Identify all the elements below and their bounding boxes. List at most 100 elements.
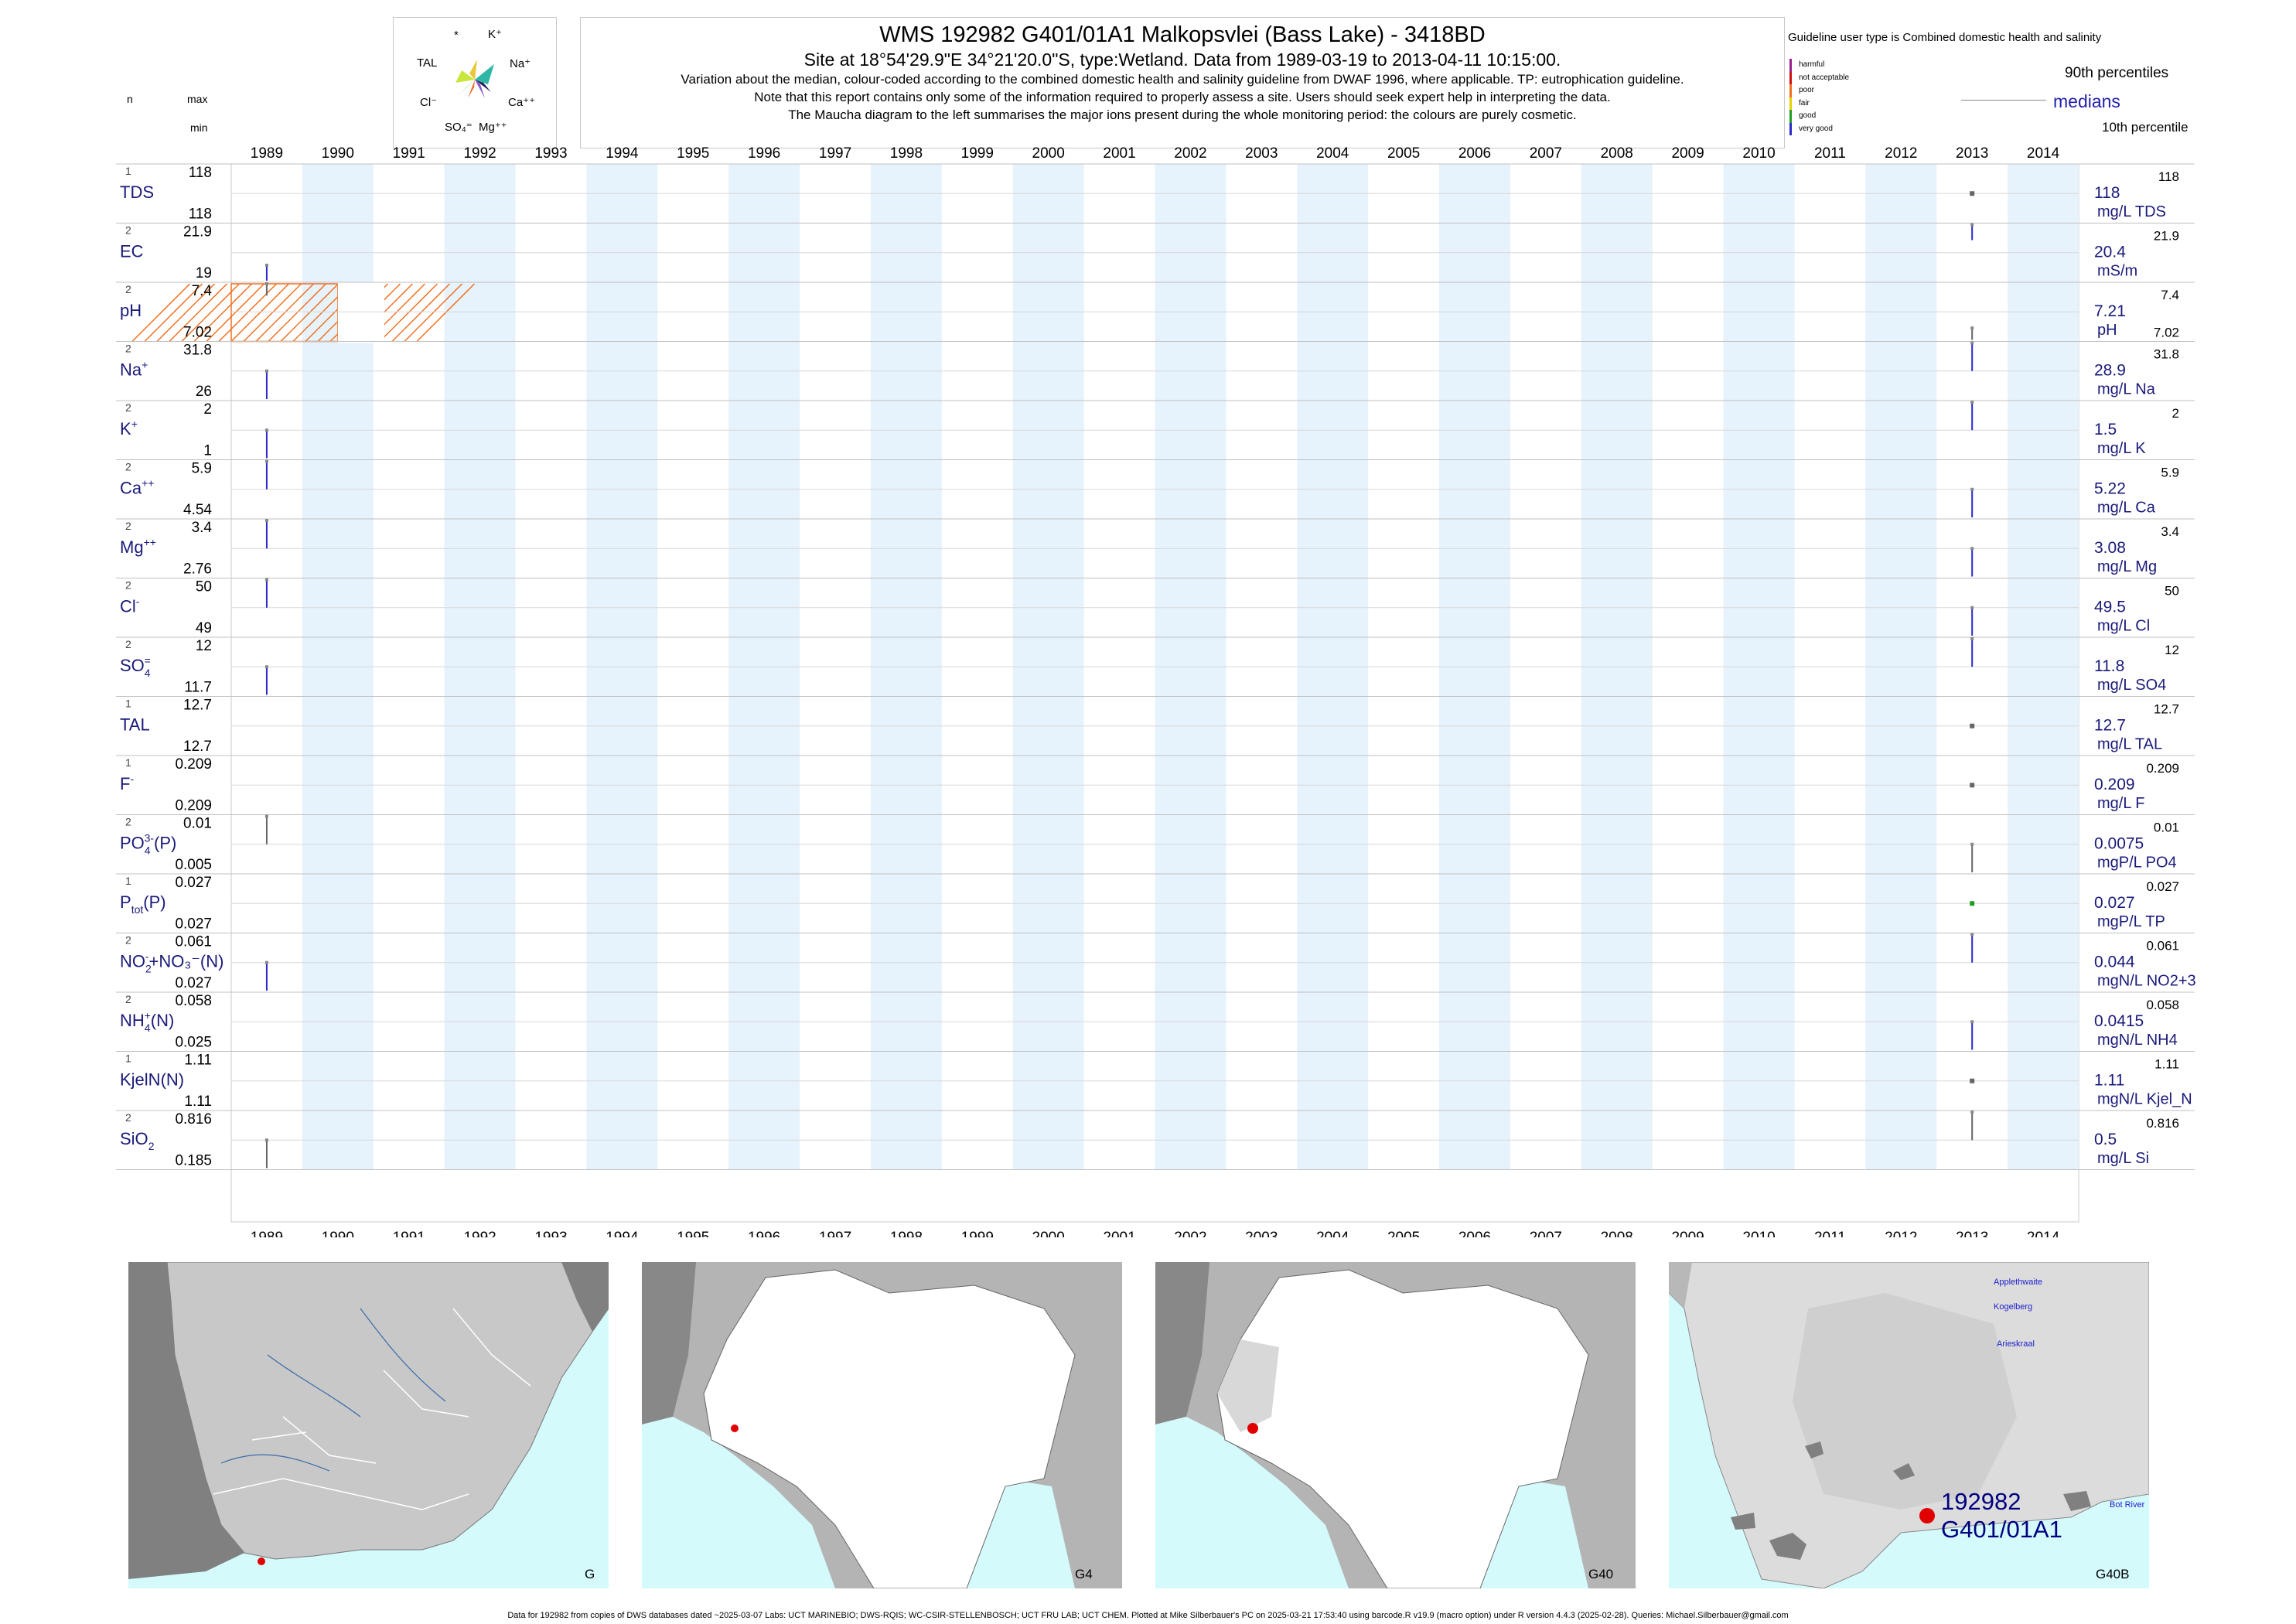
row-n: 2 <box>125 461 131 473</box>
row-label: Ca++ <box>120 477 154 498</box>
row-right-max: 0.027 <box>2146 879 2179 894</box>
row-unit: mg/L TDS <box>2097 203 2166 220</box>
legend-level-label: very good <box>1799 124 1833 133</box>
row-n: 2 <box>125 579 131 592</box>
site-subtitle: Site at 18°54'29.9"E 34°21'20.0"S, type:… <box>803 49 1561 70</box>
row-median-value: 0.0415 <box>2094 1012 2144 1030</box>
maucha-ion-label: SO₄⁼ <box>445 121 473 134</box>
observation-end <box>1970 401 1974 404</box>
row-max: 2 <box>203 401 212 418</box>
year-label-bottom: 2007 <box>1530 1230 1562 1237</box>
site-code-label: G401/01A1 <box>1941 1516 2062 1543</box>
year-label-bottom: 1989 <box>251 1230 283 1237</box>
map-site-region-g40b: Applethwaite Kogelberg Arieskraal Bot Ri… <box>1669 1262 2149 1588</box>
year-label-bottom: 2010 <box>1742 1230 1775 1237</box>
row-min: 0.185 <box>175 1153 212 1169</box>
year-label-top: 1994 <box>606 145 639 162</box>
row-label: SiO2 <box>120 1129 155 1152</box>
year-label-bottom: 2004 <box>1316 1230 1349 1237</box>
place-label: Arieskraal <box>1997 1339 2035 1349</box>
row-label-rest: (P) <box>143 892 165 912</box>
year-label-top: 2009 <box>1671 145 1704 162</box>
row-max: 21.9 <box>183 224 212 241</box>
year-label-bottom: 2011 <box>1814 1230 1846 1237</box>
guideline-note: Guideline user type is Combined domestic… <box>1788 31 2102 44</box>
row-label-main: EC <box>120 242 144 261</box>
year-label-bottom: 2012 <box>1885 1230 1917 1237</box>
year-label-top: 1997 <box>819 145 851 162</box>
year-label-top: 2002 <box>1174 145 1206 162</box>
row-label-main: F <box>120 774 130 793</box>
legend-level-poor: poor <box>1788 84 1881 97</box>
maucha-ion-label: * <box>454 29 459 42</box>
guideline-legend: harmful not acceptable poor fair good very go… <box>1788 59 1881 135</box>
observation-point <box>1970 723 1975 728</box>
legend-swatch <box>1789 97 1792 110</box>
row-min: 4.54 <box>183 502 212 518</box>
year-label-bottom: 1990 <box>322 1230 354 1237</box>
map-tertiary-region-g40: G40 <box>1155 1262 1636 1588</box>
row-median-value: 0.0075 <box>2094 835 2144 853</box>
row-median-value: 28.9 <box>2094 362 2126 380</box>
maucha-ion-label: Na⁺ <box>510 57 531 70</box>
year-label-bottom: 2005 <box>1387 1230 1420 1237</box>
row-max: 31.8 <box>183 343 212 359</box>
row-label-sup: ++ <box>142 477 154 490</box>
row-n: 2 <box>125 638 131 650</box>
year-label-top: 2006 <box>1458 145 1491 162</box>
legend-level-label: poor <box>1799 86 1815 94</box>
hatch-line <box>169 283 228 343</box>
maucha-ion-label: Mg⁺⁺ <box>479 121 507 134</box>
year-label-top: 2003 <box>1245 145 1278 162</box>
row-right-max: 50 <box>2165 584 2179 599</box>
row-label-main: SiO <box>120 1129 148 1148</box>
row-label: Mg++ <box>120 536 156 557</box>
row-label: NH4+(N) <box>120 1009 174 1034</box>
row-label-sup: - <box>145 950 149 963</box>
map-drawing <box>128 1262 609 1579</box>
row-min: 0.005 <box>175 857 212 873</box>
note-line: The Maucha diagram to the left summarise… <box>788 107 1577 122</box>
row-label: PO43-(P) <box>120 832 176 857</box>
row-median-value: 1.11 <box>2094 1072 2124 1090</box>
row-max: 0.209 <box>175 756 212 773</box>
row-label: Cl- <box>120 595 140 616</box>
row-n: 2 <box>125 934 131 947</box>
row-max: 0.01 <box>183 816 212 832</box>
year-label-top: 1998 <box>890 145 923 162</box>
row-min: 26 <box>196 384 212 400</box>
row-label-rest: +NO₃⁻(N) <box>148 952 223 971</box>
year-label-top: 2011 <box>1814 145 1846 162</box>
row-label: NO2-+NO₃⁻(N) <box>120 950 223 975</box>
row-label: pH <box>120 301 142 320</box>
site-marker <box>258 1557 265 1565</box>
legend-swatch <box>1789 59 1792 72</box>
observation-end <box>1970 223 1974 227</box>
hatch-line <box>416 283 476 343</box>
hatch-line <box>206 283 265 343</box>
year-label-bottom: 1994 <box>606 1230 639 1237</box>
observation-end <box>264 578 268 582</box>
year-label-bottom: 2003 <box>1245 1230 1278 1237</box>
observation-point <box>1970 1078 1975 1083</box>
maucha-ion-label: Cl⁻ <box>420 96 438 109</box>
observation-end <box>1970 326 1974 330</box>
row-label: Na+ <box>120 359 148 380</box>
row-min: 0.025 <box>175 1035 212 1051</box>
legend-swatch <box>1789 122 1792 135</box>
column-min-header: min <box>190 121 208 134</box>
hatch-clip <box>337 282 384 343</box>
row-label-sup: - <box>136 595 140 608</box>
row-label-main: PO <box>120 834 145 853</box>
row-right-max: 7.4 <box>2161 288 2179 302</box>
year-label-bottom: 1997 <box>819 1230 851 1237</box>
column-n-header: n <box>127 93 133 105</box>
note-line: Note that this report contains only some… <box>754 90 1611 104</box>
legend-level-label: fair <box>1799 98 1810 107</box>
hatch-line <box>144 283 203 343</box>
row-n: 1 <box>125 698 131 710</box>
row-label: EC <box>120 242 144 261</box>
row-min: 7.02 <box>183 325 212 341</box>
row-label: SO4= <box>120 654 151 679</box>
